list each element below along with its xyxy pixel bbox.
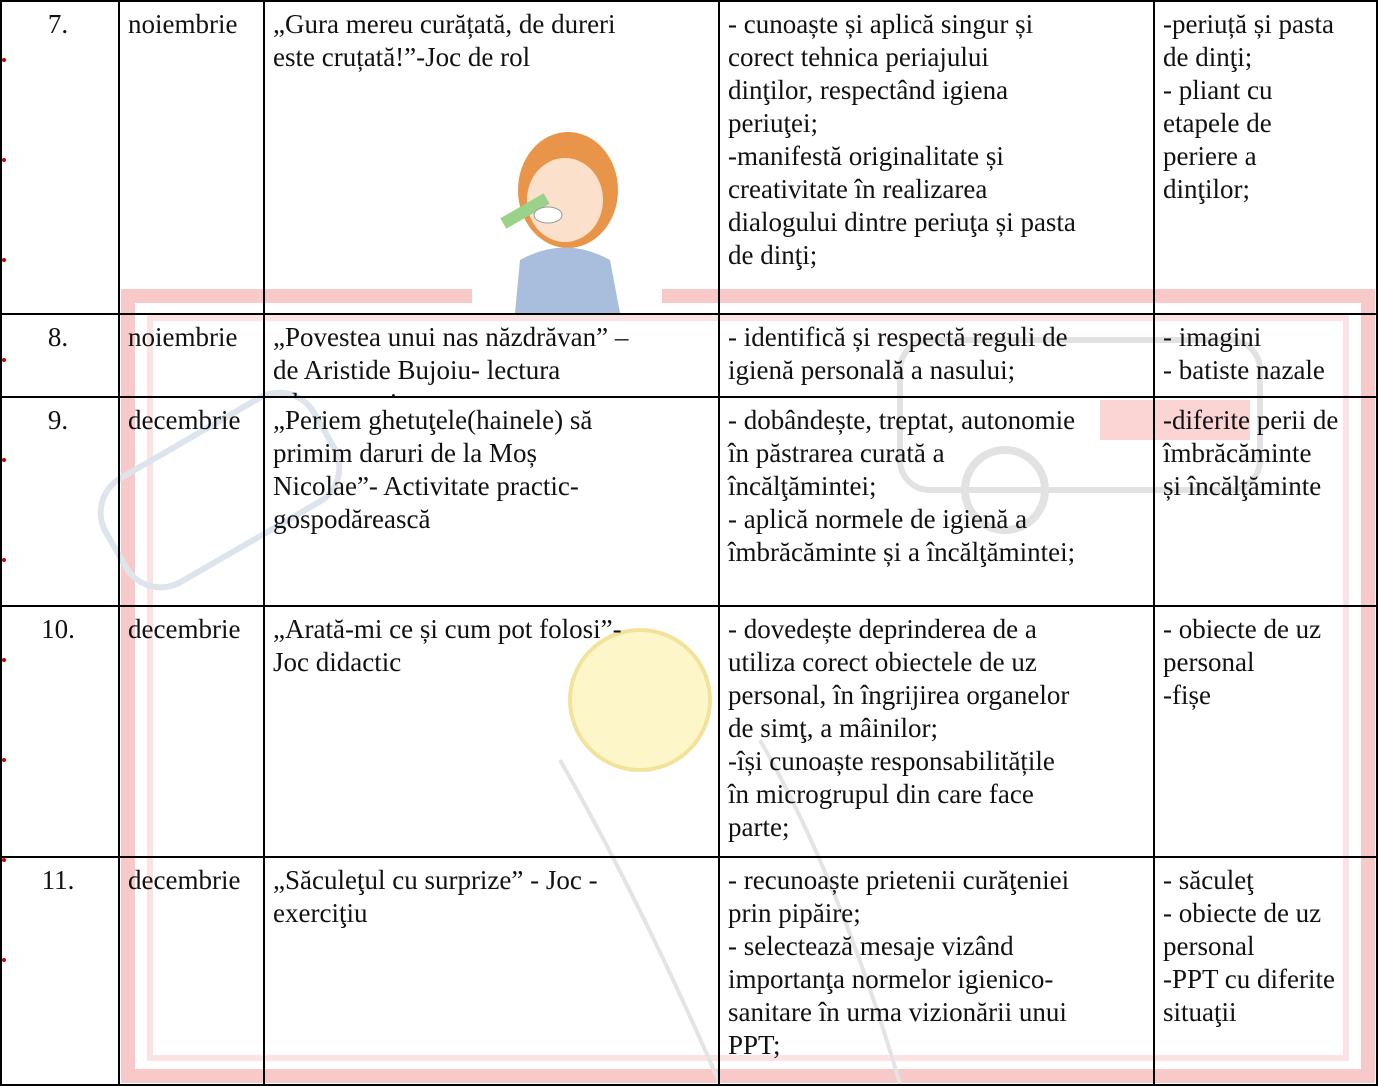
month-cell: noiembrie	[118, 0, 265, 315]
activity-cell: „Gura mereu curățată, de dureri este cruț…	[263, 0, 720, 315]
text-line: - imagini	[1163, 322, 1262, 352]
text-line: - cunoaște și aplică singur și	[728, 9, 1034, 39]
text-line: în păstrarea curată a	[728, 438, 945, 468]
month-cell: decembrie	[118, 856, 265, 1086]
text-line: PPT;	[728, 1030, 781, 1060]
text-line: 10.	[41, 614, 75, 644]
materials-cell: - imagini - batiste nazale	[1153, 313, 1378, 398]
text-line: personal	[1163, 931, 1255, 961]
row-number-cell: 7.	[0, 0, 120, 315]
text-line: etapele de	[1163, 108, 1272, 138]
text-line: exerciţiu	[273, 898, 368, 928]
text-line: dinţilor, respectând igiena	[728, 75, 1009, 105]
illustration	[472, 118, 662, 313]
text-line: periere a	[1163, 141, 1257, 171]
text-line: - pliant cu	[1163, 75, 1273, 105]
text-line: personal	[1163, 647, 1255, 677]
objectives-cell: - recunoaște prietenii curăţeniei prin pi…	[718, 856, 1155, 1086]
text-line: este cruțată!”-Joc de rol	[273, 42, 531, 72]
text-line: personal, în îngrijirea organelor	[728, 680, 1070, 710]
text-line: -diferite perii de	[1163, 405, 1339, 435]
row-number-cell: 8.	[0, 313, 120, 398]
text-line: decembrie	[128, 405, 241, 435]
text-line: situaţii	[1163, 997, 1237, 1027]
text-line: gospodărească	[273, 504, 431, 534]
text-line: corect tehnica periajului	[728, 42, 989, 72]
month-cell: decembrie	[118, 396, 265, 607]
text-line: „Săculeţul cu surprize” - Joc -	[273, 865, 598, 895]
text-line: -PPT cu diferite	[1163, 964, 1335, 994]
text-line: noiembrie	[128, 9, 238, 39]
text-line: îmbrăcăminte	[1163, 438, 1312, 468]
text-line: încălţămintei;	[728, 471, 877, 501]
activity-cell: „Săculeţul cu surprize” - Joc - exerciţiu	[263, 856, 720, 1086]
text-line: îmbrăcăminte și a încălţămintei;	[728, 537, 1076, 567]
materials-cell: -diferite perii de îmbrăcăminte și încălţă…	[1153, 396, 1378, 607]
text-line: creativitate în realizarea	[728, 174, 988, 204]
objectives-cell: - dovedește deprinderea de a utiliza core…	[718, 605, 1155, 858]
text-line: utiliza corect obiectele de uz	[728, 647, 1037, 677]
text-line: -periuță și pasta	[1163, 9, 1334, 39]
text-line: noiembrie	[128, 322, 238, 352]
text-line: 8.	[47, 322, 69, 352]
text-line: „Periem ghetuţele(hainele) să	[273, 405, 593, 435]
text-line: dinţilor;	[1163, 174, 1250, 204]
text-line: de dinţi;	[728, 240, 818, 270]
text-line: de dinţi;	[1163, 42, 1253, 72]
text-line: - recunoaște prietenii curăţeniei	[728, 865, 1070, 895]
row-number-cell: 11.	[0, 856, 120, 1086]
activity-cell: „Povestea unui nas năzdrăvan” – de Aristi…	[263, 313, 720, 398]
text-line: primim daruri de la Moș	[273, 438, 537, 468]
activity-cell: „Periem ghetuţele(hainele) să primim daru…	[263, 396, 720, 607]
text-line: „Gura mereu curățată, de dureri	[273, 9, 616, 39]
materials-cell: - obiecte de uz personal -fișe	[1153, 605, 1378, 858]
text-line: Joc didactic	[273, 647, 402, 677]
text-line: 9.	[47, 405, 69, 435]
objectives-cell: - cunoaște și aplică singur și corect teh…	[718, 0, 1155, 315]
text-line: - obiecte de uz	[1163, 898, 1322, 928]
text-line: decembrie	[128, 865, 241, 895]
text-line: - dobândește, treptat, autonomie	[728, 405, 1076, 435]
text-line: și încălţăminte	[1163, 471, 1322, 501]
text-line: - selectează mesaje vizând	[728, 931, 1014, 961]
month-cell: decembrie	[118, 605, 265, 858]
text-line: -fișe	[1163, 680, 1211, 710]
text-line: de Aristide Bujoiu- lectura	[273, 355, 561, 385]
text-line: importanţa normelor igienico-	[728, 964, 1054, 994]
text-line: în microgrupul din care face	[728, 779, 1034, 809]
row-number-cell: 9.	[0, 396, 120, 607]
materials-cell: -periuță și pasta de dinţi; - pliant cu eta…	[1153, 0, 1378, 315]
materials-cell: - săculeţ - obiecte de uz personal -PPT cu …	[1153, 856, 1378, 1086]
text-line: - obiecte de uz	[1163, 614, 1322, 644]
text-line: - săculeţ	[1163, 865, 1254, 895]
text-line: „Povestea unui nas năzdrăvan” –	[273, 322, 629, 352]
text-line: - identifică și respectă reguli de	[728, 322, 1068, 352]
activity-cell: „Arată-mi ce și cum pot folosi”- Joc dida…	[263, 605, 720, 858]
text-line: igienă personală a nasului;	[728, 355, 1016, 385]
text-line: periuţei;	[728, 108, 818, 138]
text-line: -își cunoaște responsabilitățile	[728, 746, 1055, 776]
text-line: dialogului dintre periuţa și pasta	[728, 207, 1076, 237]
text-line: Nicolae”- Activitate practic-	[273, 471, 579, 501]
month-cell: noiembrie	[118, 313, 265, 398]
text-line: - dovedește deprinderea de a	[728, 614, 1037, 644]
text-line: - batiste nazale	[1163, 355, 1325, 385]
text-line: prin pipăire;	[728, 898, 861, 928]
text-line: „Arată-mi ce și cum pot folosi”-	[273, 614, 622, 644]
objectives-cell: - dobândește, treptat, autonomie în păstr…	[718, 396, 1155, 607]
text-line: parte;	[728, 812, 790, 842]
text-line: sanitare în urma vizionării unui	[728, 997, 1067, 1027]
text-line: 7.	[47, 9, 69, 39]
text-line: de simţ, a mâinilor;	[728, 713, 938, 743]
text-line: -manifestă originalitate și	[728, 141, 1004, 171]
objectives-cell: - identifică și respectă reguli de igienă…	[718, 313, 1155, 398]
text-line: 11.	[41, 865, 75, 895]
text-line: - aplică normele de igienă a	[728, 504, 1028, 534]
row-number-cell: 10.	[0, 605, 120, 858]
text-line: decembrie	[128, 614, 241, 644]
text-line: educatoarei	[273, 387, 714, 398]
